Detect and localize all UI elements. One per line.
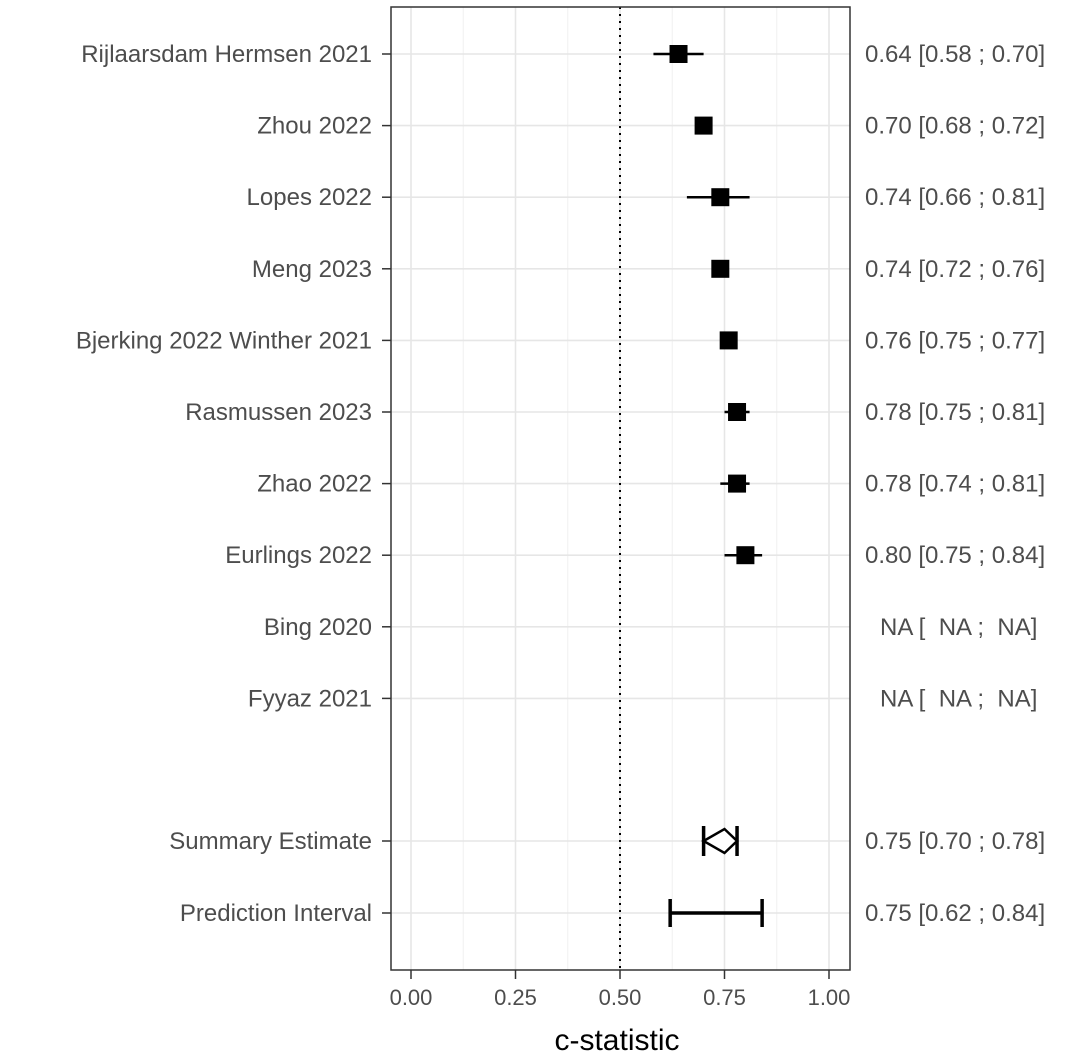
ci-labels: 0.64 [0.58 ; 0.70] 0.70 [0.68 ; 0.72] 0.74…: [865, 41, 1045, 927]
grid-lines: [391, 7, 850, 970]
ci-label: 0.74 [0.72 ; 0.76]: [865, 256, 1045, 283]
point-estimate: [669, 45, 688, 63]
study-labels: Rijlaarsdam Hermsen 2021 Zhou 2022 Lopes 2…: [76, 41, 391, 927]
x-tick-label: 0.25: [494, 985, 537, 1010]
x-axis: 0.00 0.25 0.50 0.75 1.00: [390, 970, 851, 1010]
point-estimate: [694, 116, 713, 135]
point-estimate: [719, 331, 738, 350]
x-tick-label: 0.75: [703, 985, 746, 1010]
point-estimate: [728, 474, 747, 493]
study-label: Rijlaarsdam Hermsen 2021: [81, 41, 372, 68]
study-label: Bjerking 2022 Winther 2021: [76, 327, 372, 354]
ci-label: 0.76 [0.75 ; 0.77]: [865, 327, 1045, 354]
x-tick-label: 0.00: [390, 985, 433, 1010]
study-label: Zhou 2022: [257, 113, 372, 140]
study-label: Meng 2023: [252, 256, 372, 283]
point-estimate: [728, 403, 747, 421]
study-label: Prediction Interval: [180, 900, 372, 927]
point-estimate: [711, 188, 730, 207]
ci-label: 0.80 [0.75 ; 0.84]: [865, 542, 1045, 569]
ci-label: 0.78 [0.75 ; 0.81]: [865, 399, 1045, 426]
ci-label: 0.64 [0.58 ; 0.70]: [865, 41, 1045, 68]
study-label: Rasmussen 2023: [185, 399, 372, 426]
study-label: Bing 2020: [264, 614, 372, 641]
ci-label: NA [ NA ; NA]: [880, 614, 1037, 641]
ci-label: 0.78 [0.74 ; 0.81]: [865, 471, 1045, 498]
point-estimate: [736, 546, 755, 565]
ci-label: 0.70 [0.68 ; 0.72]: [865, 113, 1045, 140]
study-label: Fyyaz 2021: [248, 685, 372, 712]
ci-label: 0.74 [0.66 ; 0.81]: [865, 184, 1045, 211]
ci-label: NA [ NA ; NA]: [880, 685, 1037, 712]
summary-diamond: [701, 827, 739, 855]
x-tick-label: 0.50: [599, 985, 642, 1010]
data-marks: [653, 45, 764, 927]
study-label: Lopes 2022: [247, 184, 372, 211]
x-tick-label: 1.00: [808, 985, 851, 1010]
study-label: Eurlings 2022: [225, 542, 372, 569]
point-estimate: [711, 259, 730, 278]
ci-label: 0.75 [0.62 ; 0.84]: [865, 900, 1045, 927]
study-label: Summary Estimate: [169, 828, 372, 855]
study-label: Zhao 2022: [257, 471, 372, 498]
x-axis-label: c-statistic: [554, 1024, 679, 1056]
ci-label: 0.75 [0.70 ; 0.78]: [865, 828, 1045, 855]
